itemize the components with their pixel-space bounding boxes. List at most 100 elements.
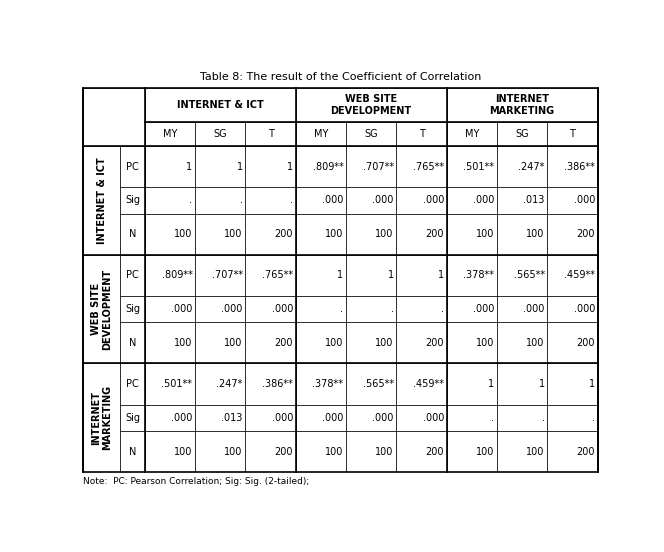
Bar (396, 187, 447, 214)
Bar (396, 322, 447, 363)
Text: 200: 200 (576, 229, 595, 239)
Bar (246, 296, 295, 322)
Text: N: N (129, 447, 136, 457)
Text: 200: 200 (576, 338, 595, 348)
Text: .013: .013 (221, 413, 243, 423)
Text: .000: .000 (221, 304, 243, 314)
Text: .013: .013 (523, 195, 544, 205)
Text: 200: 200 (426, 338, 444, 348)
Text: .000: .000 (473, 195, 495, 205)
Text: 1: 1 (539, 379, 544, 389)
Text: 100: 100 (527, 338, 544, 348)
Text: N: N (129, 229, 136, 239)
Text: T: T (268, 129, 274, 139)
Text: 100: 100 (174, 447, 193, 457)
Text: 100: 100 (325, 447, 343, 457)
Bar (497, 363, 547, 405)
Text: .501**: .501** (161, 379, 193, 389)
Bar (120, 405, 145, 431)
Text: INTERNET & ICT: INTERNET & ICT (96, 157, 106, 244)
Bar (497, 214, 547, 255)
Bar (295, 123, 346, 146)
Text: .809**: .809** (161, 270, 193, 280)
Bar (120, 214, 145, 255)
Text: 200: 200 (576, 447, 595, 457)
Bar (195, 322, 246, 363)
Bar (547, 255, 598, 296)
Bar (497, 296, 547, 322)
Bar (447, 296, 497, 322)
Text: 1: 1 (236, 162, 243, 172)
Bar (547, 187, 598, 214)
Bar (346, 123, 396, 146)
Text: .000: .000 (373, 413, 394, 423)
Text: 100: 100 (527, 229, 544, 239)
Bar (447, 322, 497, 363)
Bar (83, 66, 598, 88)
Text: .765**: .765** (262, 270, 293, 280)
Text: 1: 1 (187, 162, 193, 172)
Text: 200: 200 (426, 229, 444, 239)
Text: 1: 1 (337, 270, 343, 280)
Bar (145, 363, 195, 405)
Text: Sig: Sig (125, 413, 140, 423)
Text: .501**: .501** (463, 162, 495, 172)
Bar (547, 405, 598, 431)
Bar (346, 431, 396, 472)
Bar (547, 431, 598, 472)
Bar (120, 296, 145, 322)
Bar (346, 405, 396, 431)
Bar (497, 431, 547, 472)
Text: 1: 1 (438, 270, 444, 280)
Bar (246, 255, 295, 296)
Text: .247*: .247* (216, 379, 243, 389)
Text: .000: .000 (574, 195, 595, 205)
Bar (447, 146, 497, 187)
Bar (83, 363, 120, 472)
Bar (447, 187, 497, 214)
Text: INTERNET
MARKETING: INTERNET MARKETING (91, 385, 112, 450)
Text: .: . (542, 413, 544, 423)
Bar (346, 363, 396, 405)
Bar (83, 255, 120, 363)
Text: Table 8: The result of the Coefficient of Correlation: Table 8: The result of the Coefficient o… (200, 72, 481, 82)
Bar (145, 187, 195, 214)
Text: Sig: Sig (125, 304, 140, 314)
Bar (145, 431, 195, 472)
Text: 1: 1 (589, 379, 595, 389)
Bar (547, 322, 598, 363)
Text: .459**: .459** (564, 270, 595, 280)
Bar (195, 146, 246, 187)
Text: PC: PC (126, 162, 139, 172)
Bar (195, 296, 246, 322)
Bar (120, 431, 145, 472)
Bar (246, 187, 295, 214)
Text: .565**: .565** (363, 379, 394, 389)
Text: SG: SG (365, 129, 378, 139)
Text: .: . (341, 304, 343, 314)
Text: .: . (240, 195, 243, 205)
Text: MY: MY (465, 129, 479, 139)
Text: SG: SG (213, 129, 227, 139)
Text: .: . (290, 195, 293, 205)
Bar (396, 123, 447, 146)
Text: .378**: .378** (463, 270, 495, 280)
Text: .: . (390, 304, 394, 314)
Text: 1: 1 (488, 379, 495, 389)
Bar (195, 187, 246, 214)
Text: .000: .000 (272, 304, 293, 314)
Text: 100: 100 (325, 229, 343, 239)
Bar (83, 88, 145, 146)
Bar (346, 322, 396, 363)
Text: .000: .000 (171, 413, 193, 423)
Text: .247*: .247* (519, 162, 544, 172)
Bar (145, 123, 195, 146)
Bar (295, 187, 346, 214)
Text: 1: 1 (287, 162, 293, 172)
Bar (547, 363, 598, 405)
Text: 100: 100 (375, 338, 394, 348)
Bar (295, 255, 346, 296)
Bar (447, 123, 497, 146)
Text: MY: MY (163, 129, 177, 139)
Bar (346, 255, 396, 296)
